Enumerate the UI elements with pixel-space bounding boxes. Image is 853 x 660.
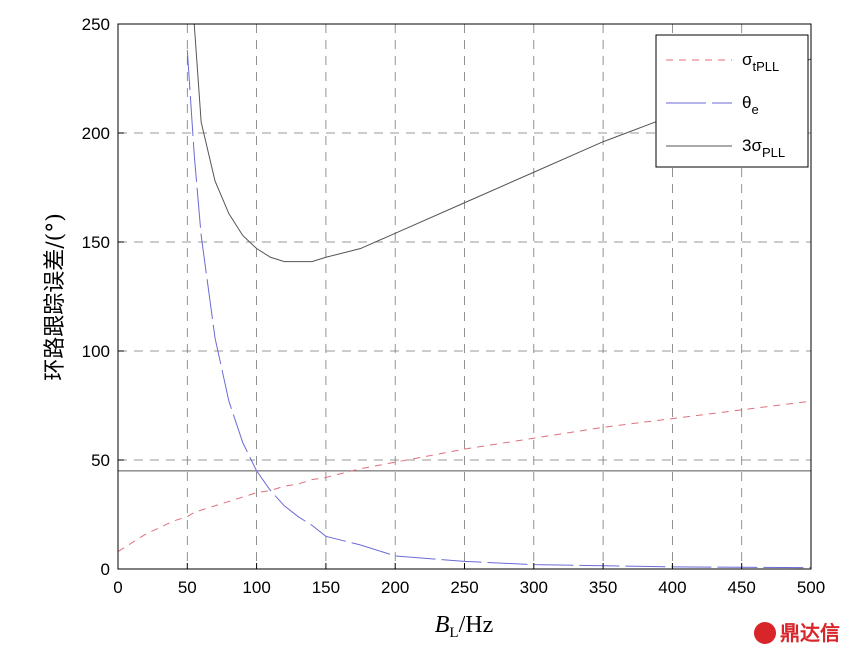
legend-name: 3σ [742,136,762,155]
x-tick-label: 400 [658,578,686,597]
x-tick-label: 50 [178,578,197,597]
y-tick-label: 250 [82,15,110,34]
legend-label: θe [742,93,759,117]
legend-name-sub: tPLL [753,59,780,74]
x-tick-label: 0 [113,578,122,597]
legend-name-sub: PLL [762,145,785,160]
x-tick-label: 250 [450,578,478,597]
series-line [118,400,811,552]
legend-name: θ [742,93,751,112]
x-label-sub: L [449,625,458,641]
legend-label: σtPLL [742,50,779,74]
x-tick-label: 500 [797,578,825,597]
series-line [193,24,811,263]
y-axis-label: 环路跟踪误差/(°) [43,213,68,381]
x-tick-label: 350 [589,578,617,597]
y-tick-label: 0 [101,560,110,579]
y-tick-label: 200 [82,124,110,143]
legend-box [655,34,809,168]
y-tick-label: 100 [82,342,110,361]
legend-name: σ [742,50,753,69]
x-label-rest: /Hz [459,612,494,638]
legend-label: 3σPLL [742,136,785,160]
x-label-main: B [435,612,450,638]
x-tick-label: 450 [728,578,756,597]
y-tick-label: 50 [91,451,110,470]
x-tick-label: 100 [242,578,270,597]
x-axis-label: BL/Hz [435,612,494,641]
x-tick-label: 300 [520,578,548,597]
series-line [186,50,811,569]
y-tick-label: 150 [82,233,110,252]
legend-name-sub: e [751,102,758,117]
watermark-logo [754,622,776,644]
watermark: 鼎达信 [780,621,840,645]
x-tick-label: 200 [381,578,409,597]
x-tick-label: 150 [312,578,340,597]
